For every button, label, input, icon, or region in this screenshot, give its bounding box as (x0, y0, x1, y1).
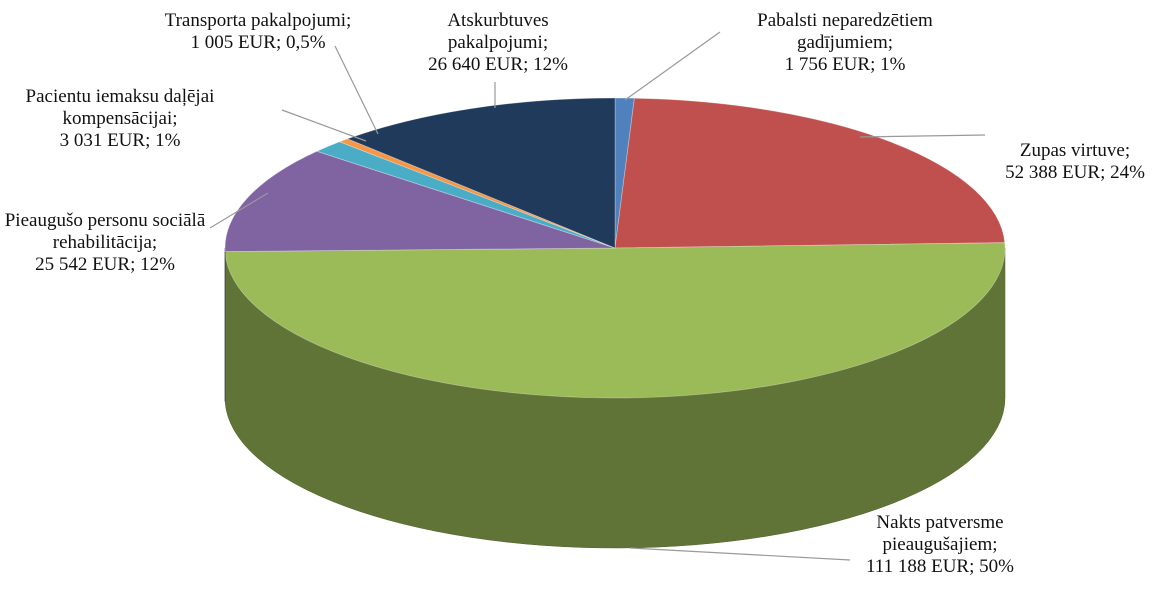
slice-name: Zupas virtuve; (1019, 140, 1131, 161)
slice-label: Zupas virtuve; 52 388 EUR; 24% (980, 140, 1170, 184)
slice-label: Pabalsti neparedzētiem gadījumiem; 1 756 … (725, 10, 965, 76)
slice (315, 141, 616, 249)
slice-top (315, 141, 616, 249)
leader-line (624, 31, 721, 101)
slice-value: 3 031 EUR; 1% (59, 130, 181, 151)
slice-value: 1 756 EUR; 1% (784, 54, 906, 75)
slice-value: 111 188 EUR; 50% (866, 556, 1014, 577)
slice-label: Nakts patversme pieaugušajiem; 111 188 EU… (840, 512, 1040, 578)
slice-name: Transporta pakalpojumi; (164, 10, 352, 31)
slice-value: 1 005 EUR; 0,5% (190, 32, 326, 53)
leader-line (629, 547, 851, 561)
slice-top (614, 97, 1006, 249)
slice-value: 26 640 EUR; 12% (428, 54, 568, 75)
leader-line (281, 109, 367, 142)
leader-line (209, 192, 269, 229)
leader-line (859, 134, 986, 138)
slice (338, 138, 616, 249)
slice-name: Pabalsti neparedzētiem gadījumiem; (757, 10, 933, 53)
slice-name: Pacientu iemaksu daļējai kompensācijai; (25, 86, 215, 129)
slice-top (614, 97, 635, 249)
slice (614, 97, 635, 249)
slice-name: Pieaugušo personu sociālā rehabilitācija… (4, 210, 206, 253)
slice-top (346, 97, 616, 249)
slice-label: Transporta pakalpojumi; 1 005 EUR; 0,5% (133, 10, 383, 54)
slice-name: Atskurbtuves pakalpojumi; (447, 10, 549, 53)
slice-top (224, 242, 1006, 399)
slice (346, 97, 616, 249)
slice-value: 52 388 EUR; 24% (1005, 162, 1145, 183)
slice-label: Pieaugušo personu sociālā rehabilitācija… (0, 210, 210, 276)
slice (224, 242, 1006, 549)
slice-label: Pacientu iemaksu daļējai kompensācijai; 3… (5, 86, 235, 152)
slice (614, 97, 1006, 249)
slice (224, 150, 616, 402)
slice-top (338, 138, 616, 249)
leader-line (334, 45, 379, 135)
slice-value: 25 542 EUR; 12% (35, 254, 175, 275)
slice-top (224, 150, 616, 252)
slice-label: Atskurbtuves pakalpojumi; 26 640 EUR; 12% (408, 10, 588, 76)
slice-name: Nakts patversme pieaugušajiem; (876, 512, 1004, 555)
